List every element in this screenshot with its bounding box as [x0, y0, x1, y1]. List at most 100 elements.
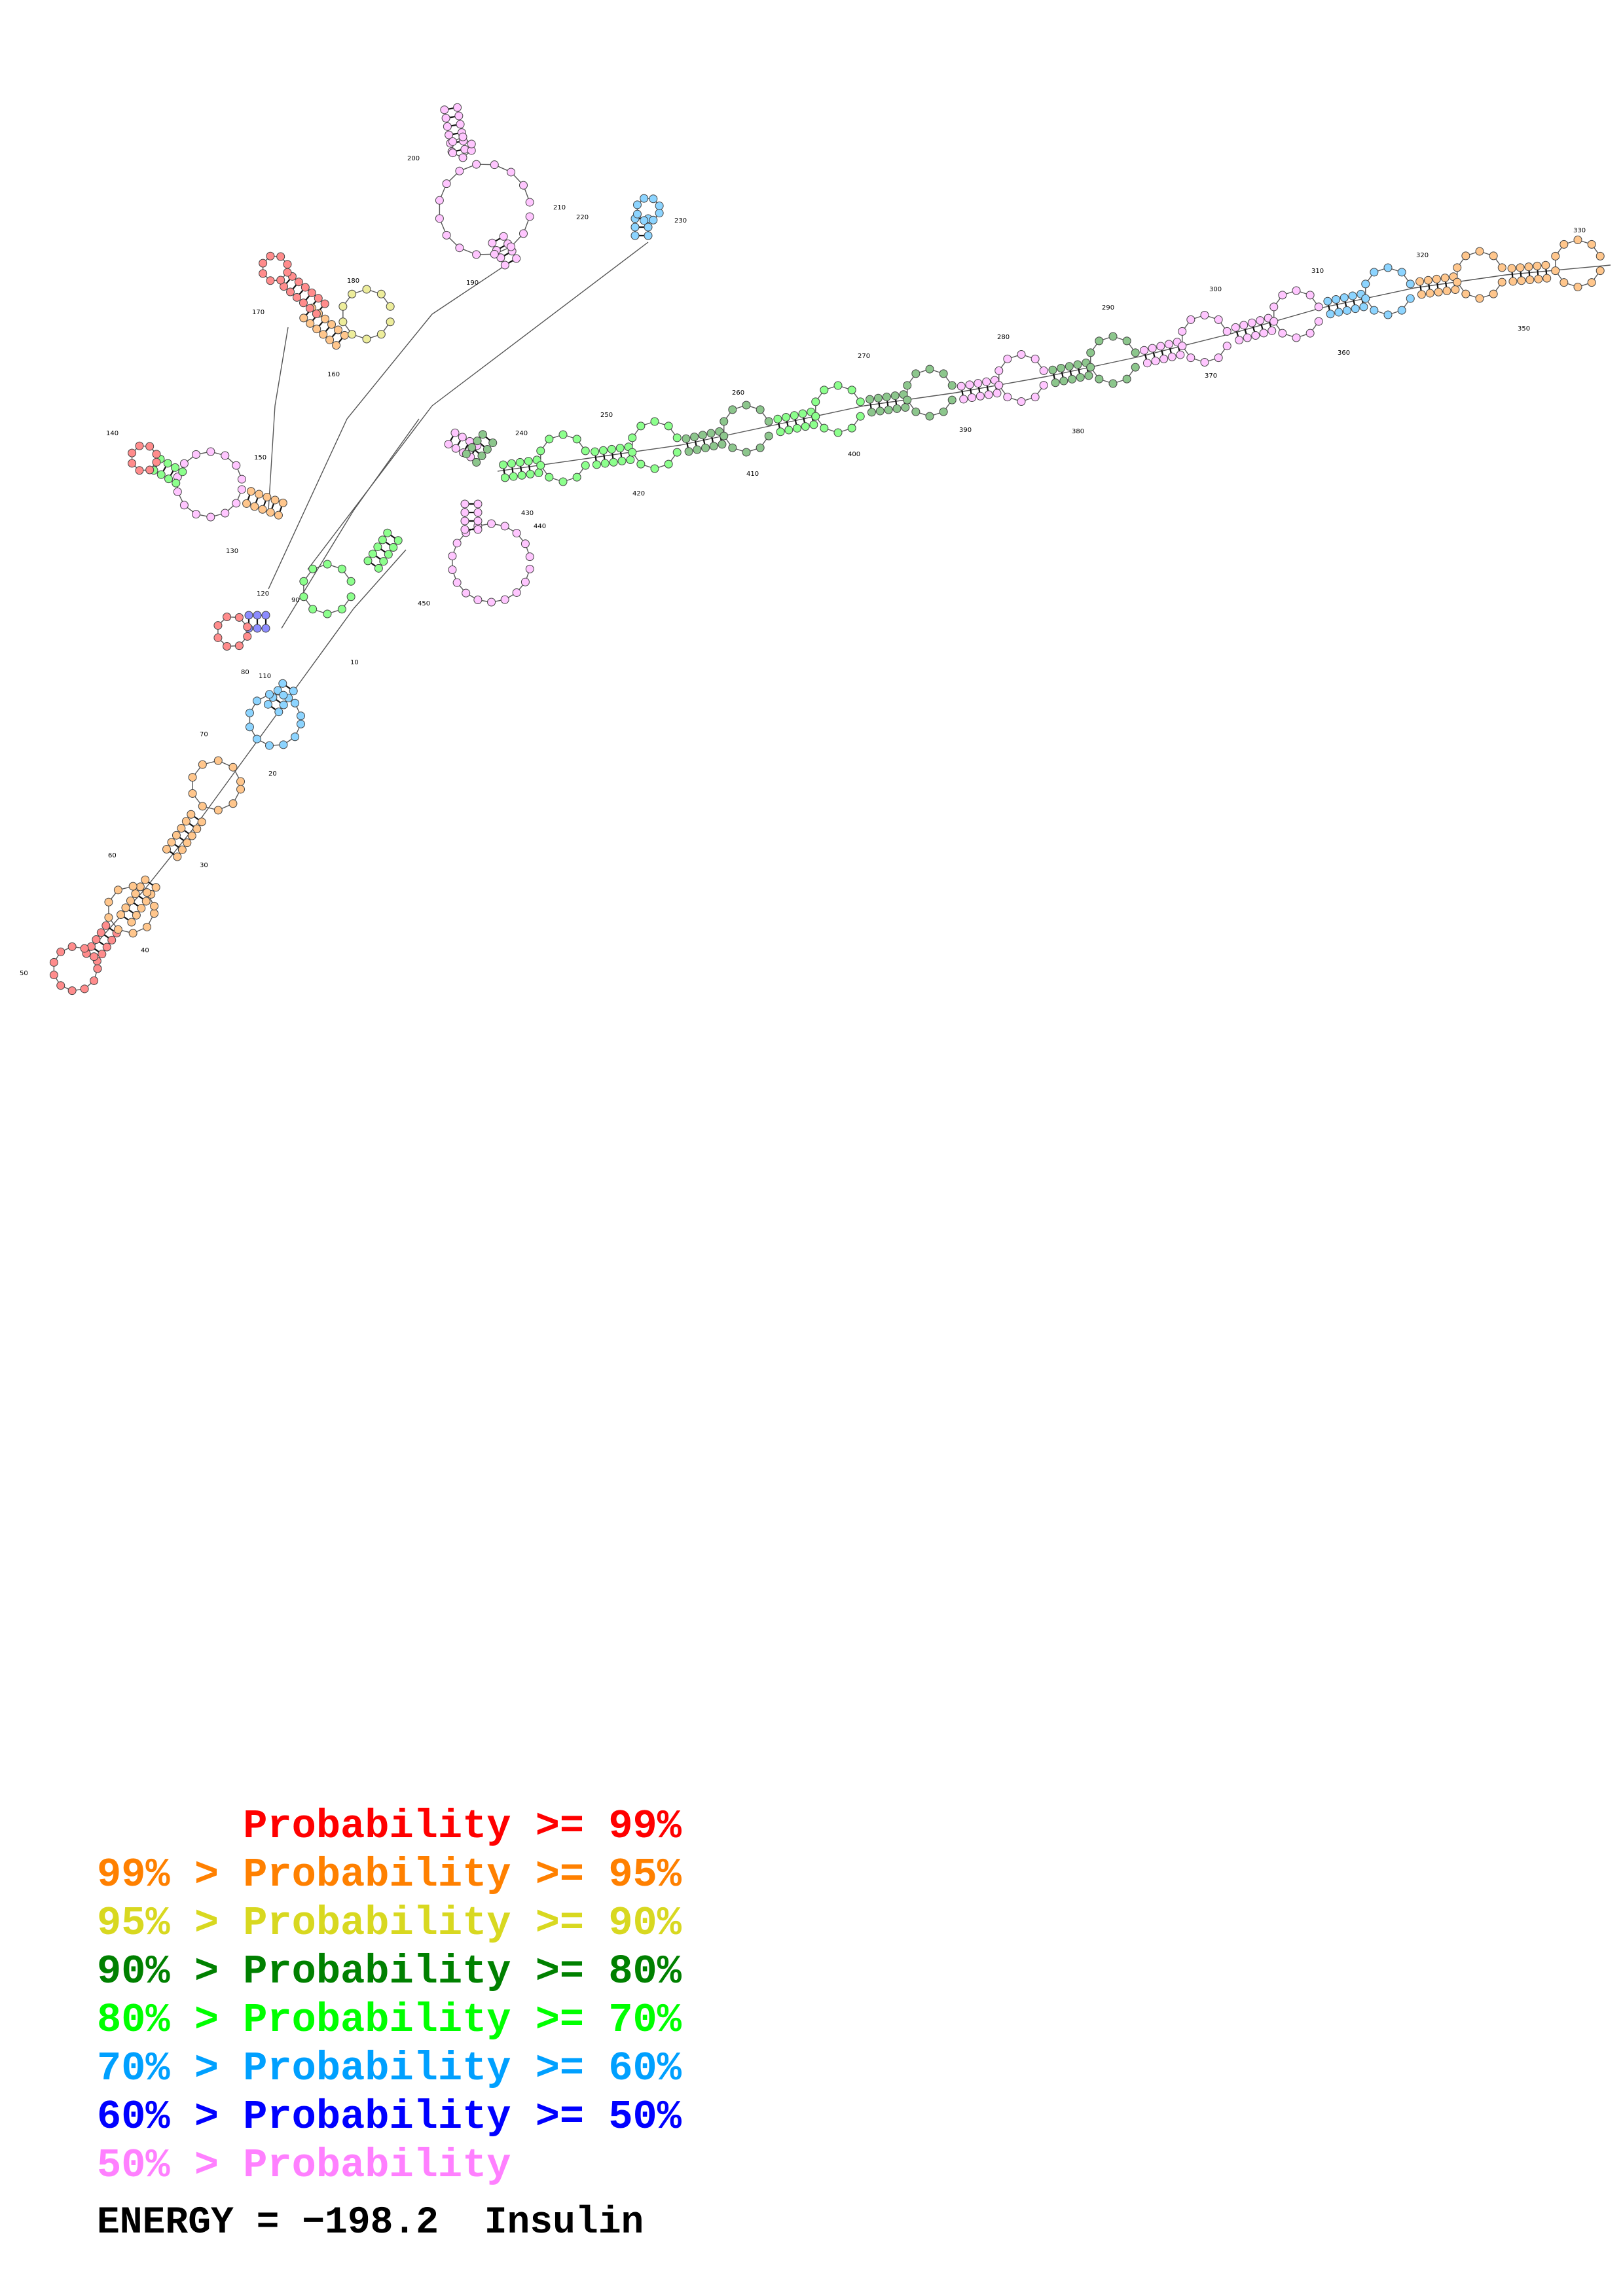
nucleotide — [1326, 310, 1335, 319]
nucleotide — [442, 230, 451, 240]
nucleotide — [628, 433, 637, 442]
nucleotide — [455, 243, 464, 253]
nucleotide — [1314, 302, 1323, 312]
nucleotide — [136, 882, 145, 891]
nucleotide — [178, 467, 187, 476]
nucleotide — [255, 490, 264, 499]
nucleotide — [507, 168, 516, 177]
nucleotide — [223, 641, 232, 651]
nucleotide — [234, 641, 244, 651]
nucleotide — [188, 773, 197, 782]
nucleotide — [283, 268, 292, 277]
nucleotide — [1573, 236, 1582, 244]
nucleotide — [173, 852, 182, 861]
nucleotide — [188, 789, 197, 798]
nucleotide — [1314, 317, 1323, 326]
nucleotide — [258, 505, 267, 514]
nucleotide — [1305, 329, 1315, 338]
nucleotide — [445, 130, 454, 139]
nucleotide — [323, 609, 332, 619]
nucleotide — [630, 231, 640, 240]
nucleotide — [348, 330, 357, 339]
nucleotide — [1178, 327, 1187, 336]
nucleotide — [1259, 329, 1268, 338]
nucleotide — [1596, 266, 1605, 276]
nucleotide — [1086, 348, 1095, 357]
nucleotide — [1278, 291, 1287, 300]
nucleotide — [327, 320, 337, 329]
nucleotide — [473, 499, 483, 509]
nucleotide — [1142, 359, 1152, 368]
position-label: 190 — [466, 279, 479, 287]
position-label: 170 — [252, 309, 264, 316]
nucleotide — [939, 407, 948, 416]
nucleotide — [362, 334, 371, 344]
nucleotide — [728, 405, 737, 414]
nucleotide — [820, 386, 829, 395]
nucleotide — [314, 294, 323, 303]
nucleotide — [291, 698, 300, 708]
nucleotide — [228, 762, 238, 772]
nucleotide — [911, 407, 921, 416]
nucleotide — [1065, 362, 1074, 371]
nucleotide — [534, 469, 543, 478]
nucleotide — [132, 910, 141, 920]
nucleotide — [187, 810, 196, 819]
nucleotide — [1108, 332, 1118, 341]
nucleotide — [1507, 264, 1516, 273]
nucleotide — [276, 276, 285, 285]
nucleotide — [632, 200, 642, 209]
nucleotide — [1559, 278, 1569, 287]
nucleotide — [213, 806, 223, 815]
nucleotide — [672, 448, 682, 457]
nucleotide — [581, 446, 590, 456]
nucleotide — [141, 875, 150, 884]
nucleotide — [536, 446, 545, 456]
position-label: 150 — [254, 454, 266, 461]
nucleotide — [693, 445, 702, 454]
nucleotide — [1434, 287, 1443, 296]
nucleotide — [1039, 366, 1048, 375]
nucleotide — [1108, 379, 1118, 388]
nucleotide — [1247, 318, 1256, 327]
legend-line-plt50: 50% > Probability — [97, 2142, 511, 2189]
nucleotide — [1475, 294, 1484, 303]
position-label: 450 — [418, 600, 430, 607]
position-label: 180 — [347, 278, 359, 285]
nucleotide — [1269, 317, 1279, 326]
nucleotide — [141, 897, 151, 906]
nucleotide — [299, 577, 308, 586]
nucleotide — [472, 160, 481, 169]
nucleotide — [890, 391, 900, 401]
nucleotide — [1048, 365, 1057, 374]
nucleotide — [325, 335, 335, 344]
nucleotide — [473, 525, 483, 534]
nucleotide — [1068, 374, 1077, 384]
nucleotide — [1167, 352, 1176, 361]
nucleotide — [1231, 323, 1240, 332]
nucleotide — [332, 341, 341, 350]
nucleotide — [1003, 354, 1012, 363]
nucleotide — [143, 922, 152, 931]
nucleotide — [1551, 251, 1560, 260]
nucleotide — [488, 439, 498, 448]
nucleotide — [581, 461, 590, 470]
nucleotide — [221, 451, 230, 460]
nucleotide — [338, 317, 348, 327]
nucleotide — [448, 552, 457, 561]
nucleotide — [856, 397, 865, 406]
position-label: 290 — [1102, 304, 1114, 312]
nucleotide — [483, 445, 492, 454]
nucleotide — [650, 464, 659, 473]
probability-legend: Probability >= 99% 99% > Probability >= … — [0, 1793, 786, 2251]
nucleotide — [1086, 363, 1095, 372]
nucleotide — [1148, 344, 1157, 353]
nucleotide — [333, 325, 342, 334]
nucleotide — [640, 216, 649, 225]
nucleotide — [278, 679, 287, 688]
nucleotide — [630, 223, 640, 232]
position-label: 360 — [1338, 350, 1350, 357]
nucleotide — [442, 179, 451, 188]
nucleotide — [323, 560, 332, 569]
nucleotide — [1489, 289, 1498, 298]
